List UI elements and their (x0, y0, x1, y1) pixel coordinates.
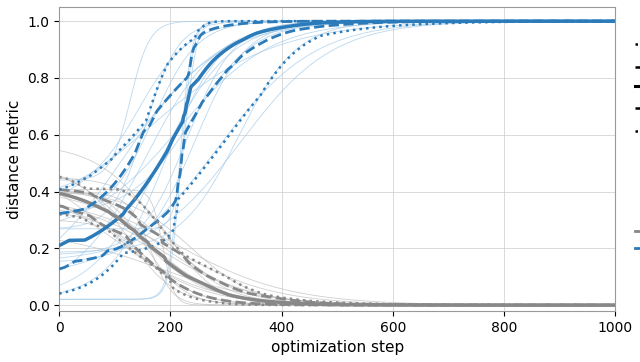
Y-axis label: distance metric: distance metric (7, 99, 22, 219)
X-axis label: optimization step: optimization step (271, 340, 404, 355)
Legend: est.  EM loss, fidelity: est. EM loss, fidelity (633, 205, 640, 258)
